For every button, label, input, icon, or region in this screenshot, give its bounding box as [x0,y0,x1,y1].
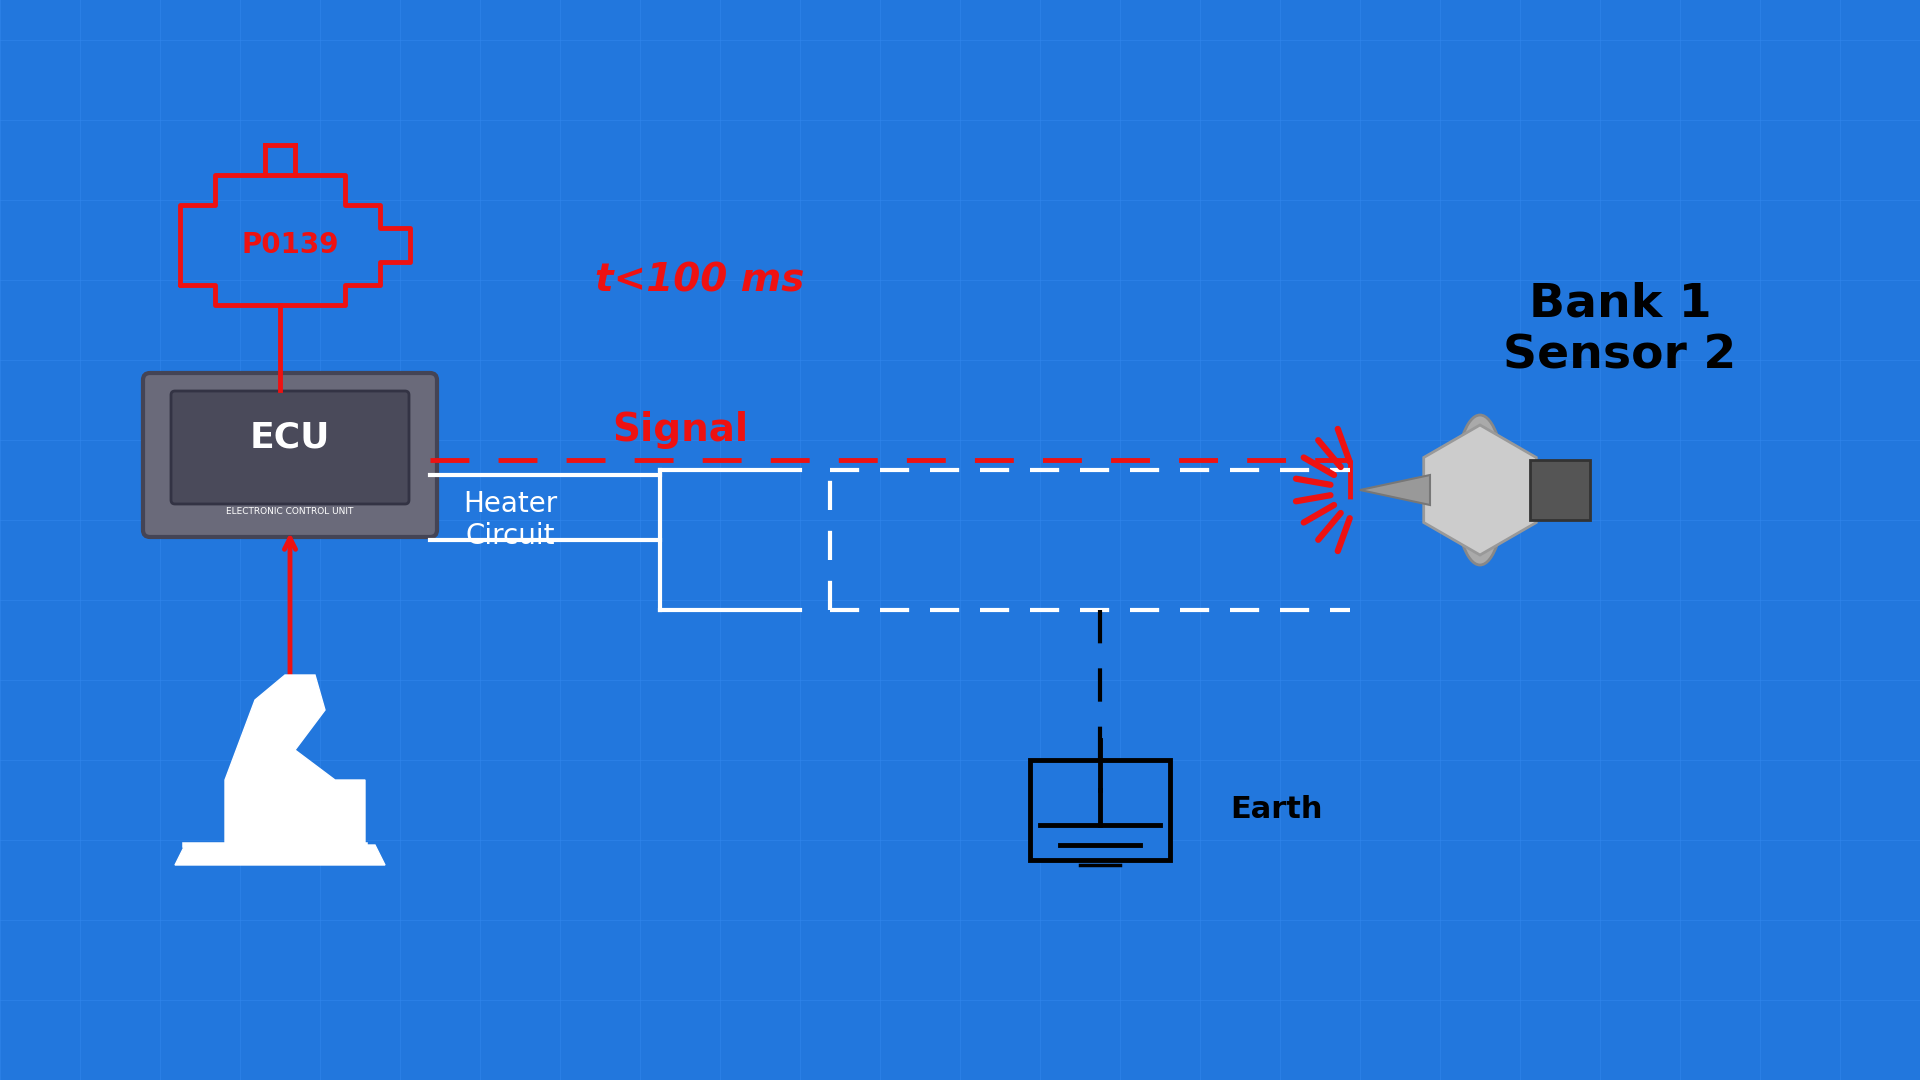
Text: Bank 1
Sensor 2: Bank 1 Sensor 2 [1503,282,1736,378]
Text: Earth: Earth [1231,796,1323,824]
Polygon shape [175,845,386,865]
Polygon shape [1359,475,1430,505]
Text: P0139: P0139 [242,231,338,259]
Bar [1029,760,1169,860]
Bar [1530,460,1590,519]
Polygon shape [1425,426,1536,555]
Text: Signal: Signal [612,411,749,449]
Polygon shape [225,675,365,845]
FancyBboxPatch shape [171,391,409,504]
Ellipse shape [1455,415,1505,565]
Text: t<100 ms: t<100 ms [595,261,804,299]
Text: ECU: ECU [250,420,330,454]
Text: ELECTRONIC CONTROL UNIT: ELECTRONIC CONTROL UNIT [227,508,353,516]
FancyBboxPatch shape [142,373,438,537]
Text: Heater
Circuit: Heater Circuit [463,490,557,550]
